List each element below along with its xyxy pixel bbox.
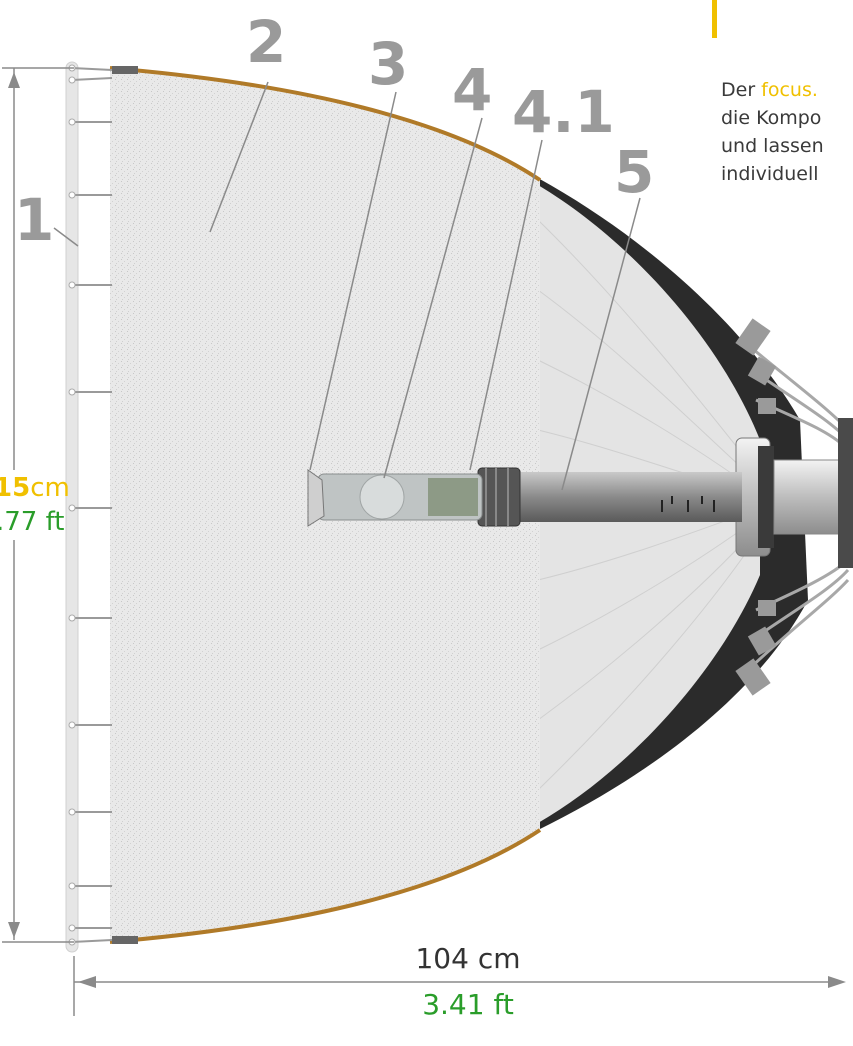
height-arrow-top (8, 72, 20, 88)
description-line-4: individuell (721, 163, 819, 185)
width-ft-label: 3.41 ft (422, 988, 514, 1021)
rim-clip-bottom (112, 936, 138, 944)
accent-bar (712, 0, 717, 38)
height-ft-label: .77 ft (0, 507, 65, 537)
coupling-rings (485, 468, 509, 526)
callout-5: 5 (614, 138, 654, 206)
width-cm-label: 104 cm (415, 942, 520, 975)
height-cm-value: 15 (0, 473, 30, 503)
mount-ring-outer (838, 418, 853, 568)
callout-leaders (53, 81, 641, 491)
width-arrow-left (78, 976, 96, 988)
speed-ring-teeth (758, 446, 774, 548)
rod-scale-marks (661, 496, 715, 512)
callout-3: 3 (368, 30, 408, 98)
callout-4-1: 4.1 (512, 78, 615, 146)
width-arrow-right (828, 976, 846, 988)
description-line-2: die Kompo (721, 107, 822, 129)
rim-clip-top (112, 66, 138, 74)
rod-coupling (477, 467, 521, 527)
product-description: Der focus. die Kompo und lassen individu… (721, 76, 853, 188)
strut-brackets (735, 318, 777, 696)
mount-adapter (773, 459, 841, 535)
width-dimension-line (73, 956, 840, 1016)
callout-1: 1 (14, 186, 54, 254)
description-prefix: Der (721, 79, 762, 101)
frame-peg-heads (68, 64, 76, 946)
flash-bulb (359, 474, 405, 520)
deflector (307, 469, 325, 527)
focusing-rod (510, 472, 742, 522)
flash-tube-inner (428, 478, 478, 516)
height-cm-unit: cm (30, 473, 70, 503)
description-line-1: Der focus. (721, 76, 853, 104)
height-arrow-bottom (8, 922, 20, 938)
brand-name: focus. (761, 79, 818, 101)
rim-bottom (109, 828, 542, 944)
description-line-3: und lassen (721, 135, 824, 157)
callout-4: 4 (452, 56, 492, 124)
height-label-bg (0, 470, 62, 540)
rim-top (109, 66, 542, 182)
frame-pegs (71, 67, 113, 943)
height-cm-label: 15cm (0, 473, 70, 503)
callout-2: 2 (246, 8, 286, 76)
